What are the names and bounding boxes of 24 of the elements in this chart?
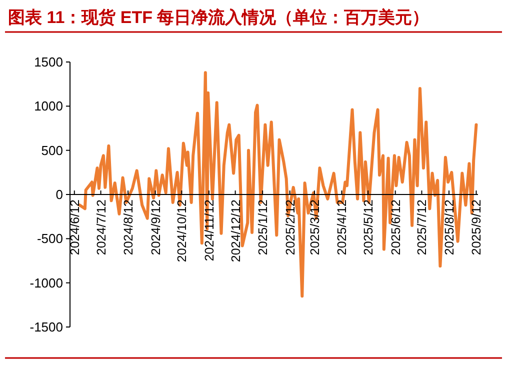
x-tick-label: 2025/3/12	[308, 199, 322, 256]
chart-title: 图表 11：现货 ETF 每日净流入情况（单位：百万美元）	[8, 8, 430, 27]
x-tick-label: 2024/8/12	[122, 199, 136, 256]
x-tick-label: 2024/6/12	[68, 199, 82, 256]
y-tick-label: -1000	[30, 275, 63, 290]
x-tick-label: 2025/4/12	[335, 199, 350, 256]
x-tick-label: 2024/7/12	[94, 199, 108, 256]
x-tick-label: 2024/11/12	[202, 199, 216, 262]
y-tick-label: -500	[36, 231, 63, 246]
x-tick-label: 2025/8/12	[442, 199, 456, 256]
y-tick-label: 1000	[34, 98, 63, 114]
y-tick-label: 1500	[34, 54, 63, 70]
y-tick-label: 0	[56, 187, 63, 202]
x-tick-label: 2024/12/12	[228, 199, 243, 262]
x-tick-label: 2025/1/12	[256, 199, 270, 256]
x-tick-label: 2024/10/12	[175, 199, 190, 262]
x-tick-label: 2024/9/12	[148, 199, 163, 256]
x-tick-label: 2025/5/12	[362, 199, 376, 256]
y-tick-label: -1500	[30, 320, 63, 334]
x-tick-label: 2025/7/12	[415, 199, 430, 256]
x-tick-label: 2025/9/12	[470, 199, 484, 256]
x-tick-label: 2025/6/12	[388, 199, 403, 256]
x-tick-label: 2025/2/12	[283, 199, 298, 256]
y-tick-label: 500	[41, 142, 63, 158]
